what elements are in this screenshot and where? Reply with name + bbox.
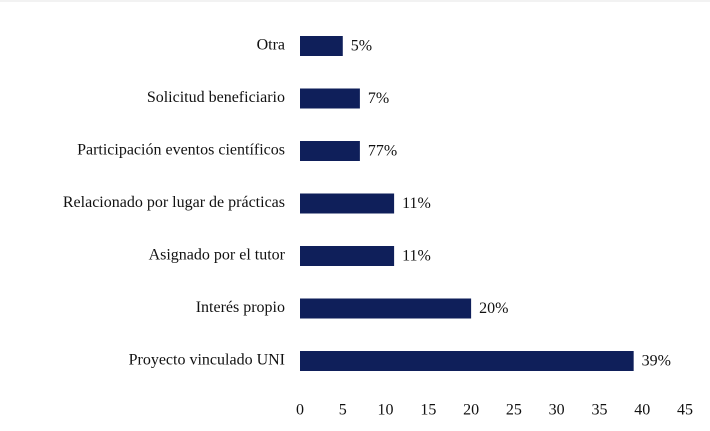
x-tick-label: 40: [634, 402, 650, 419]
bar: [300, 246, 395, 266]
y-tick-label: Relacionado por lugar de prácticas: [63, 194, 285, 211]
y-tick-label: Interés propio: [196, 299, 285, 316]
x-tick-label: 15: [420, 402, 436, 419]
y-tick-label: Proyecto vinculado UNI: [129, 352, 285, 369]
y-tick-label: Solicitud beneficiario: [147, 89, 285, 106]
bar: [300, 193, 395, 214]
bar: [300, 351, 634, 371]
y-tick-label: Participación eventos científicos: [77, 142, 285, 159]
bar: [300, 36, 343, 56]
bar: [300, 298, 472, 319]
value-label: 5%: [351, 38, 372, 55]
x-tick-label: 30: [549, 402, 565, 419]
bar: [300, 141, 360, 161]
x-tick-label: 35: [591, 402, 607, 419]
value-label: 77%: [368, 143, 397, 160]
y-tick-label: Otra: [257, 37, 285, 54]
x-tick-label: 10: [378, 402, 394, 419]
bar: [300, 88, 360, 109]
value-label: 7%: [368, 90, 389, 107]
value-label: 20%: [479, 300, 508, 317]
y-tick-label: Asignado por el tutor: [149, 247, 286, 264]
x-tick-label: 45: [677, 402, 693, 419]
x-tick-label: 0: [296, 402, 304, 419]
x-tick-label: 5: [339, 402, 347, 419]
value-label: 11%: [402, 248, 431, 265]
x-tick-label: 20: [463, 402, 479, 419]
value-label: 39%: [642, 353, 671, 370]
value-label: 11%: [402, 195, 431, 212]
x-tick-label: 25: [506, 402, 522, 419]
